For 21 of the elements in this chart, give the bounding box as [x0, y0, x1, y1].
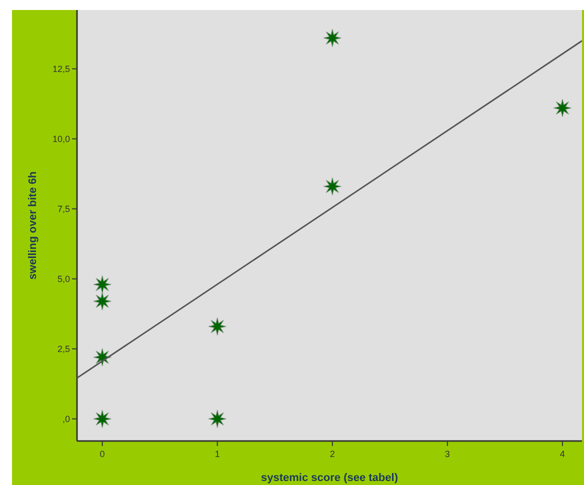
y-axis-title: swelling over bite 6h — [27, 171, 39, 280]
y-tick-label: 12,5 — [52, 64, 70, 74]
point — [208, 316, 227, 336]
point — [552, 98, 572, 118]
point — [322, 28, 342, 48]
point — [92, 292, 112, 311]
x-tick-label: 0 — [100, 449, 105, 459]
y-tick-label: 10,0 — [52, 134, 70, 144]
point — [208, 409, 227, 428]
x-tick-label: 1 — [214, 449, 220, 459]
x-tick-label: 4 — [560, 449, 565, 459]
x-axis-title: systemic score (see tabel) — [261, 472, 398, 484]
point — [92, 409, 112, 428]
y-tick-label: 5,0 — [57, 274, 70, 284]
y-tick-label: ,0 — [62, 414, 70, 424]
x-tick-label: 2 — [330, 449, 335, 459]
point — [322, 176, 342, 196]
point — [92, 274, 112, 294]
y-tick-label: 7,5 — [57, 204, 70, 214]
y-tick-label: 2,5 — [57, 344, 70, 354]
x-tick-label: 3 — [444, 449, 450, 459]
